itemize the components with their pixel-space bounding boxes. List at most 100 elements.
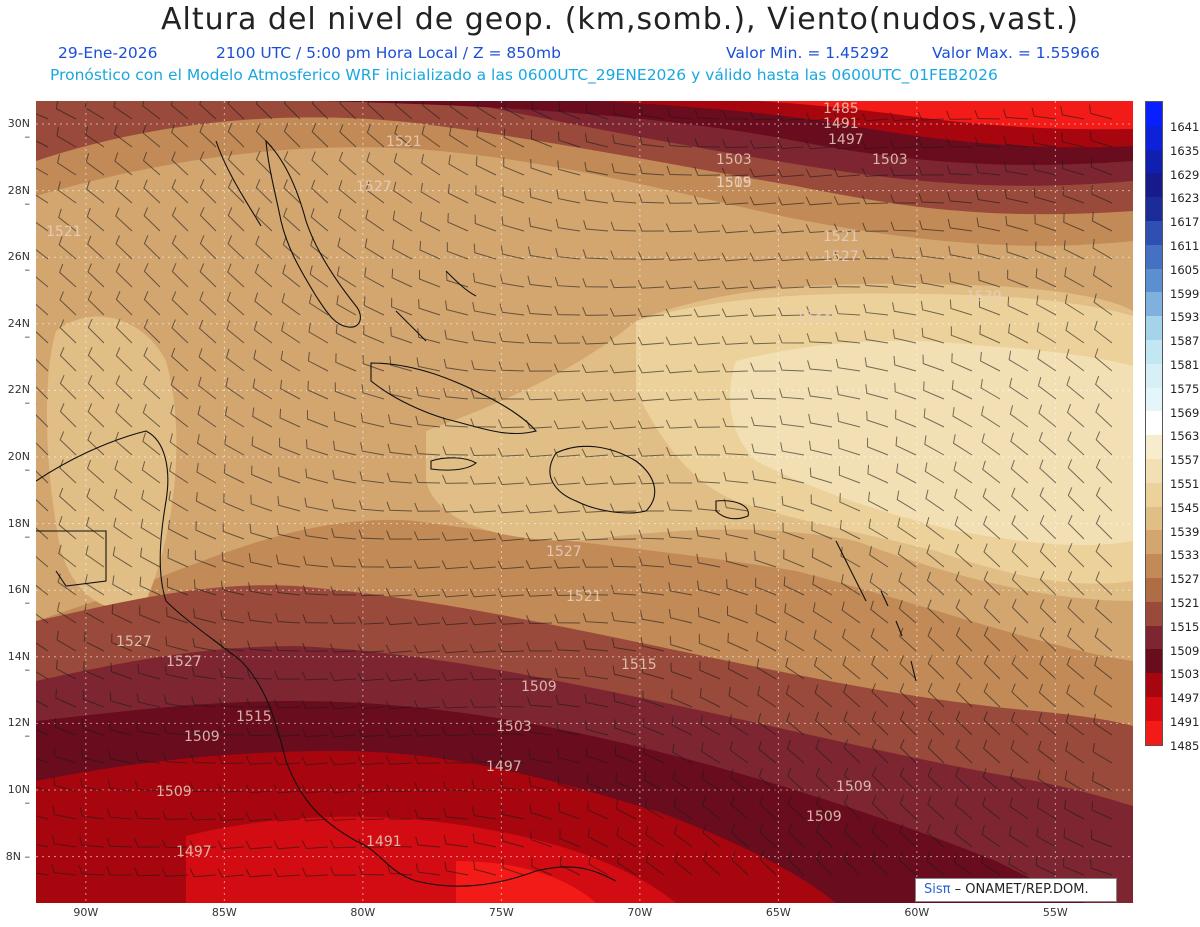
wind-barb <box>422 101 441 120</box>
wind-barb <box>171 347 189 372</box>
wind-barb <box>693 364 721 373</box>
wind-barb <box>192 637 217 652</box>
wind-barb <box>1065 741 1085 764</box>
wind-barb <box>385 700 413 710</box>
contour-label: 1527 <box>546 544 582 560</box>
wind-barb <box>722 417 749 428</box>
wind-barb <box>695 500 721 512</box>
colorbar-label: 1533 <box>1170 548 1200 563</box>
lat-tick-label: 28N – <box>7 183 30 210</box>
wind-barb <box>953 461 973 484</box>
wind-barb <box>444 329 469 344</box>
colorbar-cell <box>1146 363 1162 388</box>
wind-barb <box>694 109 721 120</box>
wind-barb <box>170 376 189 400</box>
wind-barb <box>140 547 161 568</box>
wind-barb <box>555 695 581 708</box>
contour-label: 1497 <box>176 844 212 860</box>
colorbar-cell <box>1146 125 1162 150</box>
wind-barb <box>59 374 77 400</box>
wind-barb <box>666 474 693 484</box>
wind-barb <box>421 125 441 148</box>
wind-barb <box>815 739 833 764</box>
wind-barb <box>1033 187 1057 204</box>
wind-barb <box>1004 162 1029 176</box>
wind-barb <box>981 406 1001 428</box>
subtitle-min: Valor Min. = 1.45292 <box>726 44 890 62</box>
wind-barb <box>835 358 861 372</box>
wind-barb <box>255 101 273 120</box>
wind-barb <box>443 358 469 372</box>
wind-barb <box>165 636 189 652</box>
wind-barb <box>281 321 301 344</box>
wind-barb <box>977 244 1001 260</box>
wind-barb <box>36 459 49 484</box>
wind-barb <box>810 494 833 512</box>
wind-barb <box>81 748 105 764</box>
wind-barb <box>302 584 329 596</box>
wind-barb <box>81 719 105 736</box>
wind-barb <box>983 543 1001 568</box>
wind-barb <box>335 353 357 372</box>
wind-barb <box>139 605 161 624</box>
wind-barb <box>1067 599 1085 624</box>
wind-barb <box>54 747 77 764</box>
wind-barb <box>162 752 189 764</box>
wind-barb <box>275 554 301 568</box>
wind-barb <box>731 823 749 848</box>
wind-barb <box>226 291 245 316</box>
onamet-logo-text: – ONAMET/REP.DOM. <box>954 882 1089 897</box>
wind-barb <box>1094 656 1113 680</box>
wind-barb <box>390 326 413 344</box>
wind-barb <box>922 354 945 372</box>
wind-barb <box>469 671 497 681</box>
wind-barb <box>1067 627 1085 652</box>
wind-barb <box>870 600 889 624</box>
wind-barb <box>1039 627 1057 652</box>
wind-barb <box>581 503 609 513</box>
subtitle-max: Valor Max. = 1.55966 <box>932 44 1100 62</box>
wind-barb <box>526 304 553 316</box>
wind-barb <box>780 469 805 484</box>
wind-barb <box>782 522 805 540</box>
contour-label: 1521 <box>46 224 82 240</box>
wind-barb <box>329 700 357 710</box>
wind-barb <box>979 351 1001 372</box>
wind-barb <box>955 571 973 596</box>
wind-barb <box>752 497 777 512</box>
wind-barb <box>697 580 721 596</box>
wind-barb <box>927 739 945 764</box>
wind-barb <box>385 644 413 654</box>
wind-barb <box>951 380 973 400</box>
wind-barb <box>728 686 749 708</box>
wind-barb <box>36 113 49 120</box>
wind-barb <box>777 140 805 150</box>
wind-barb <box>1003 135 1029 148</box>
wind-barb <box>637 392 665 402</box>
wind-barb <box>638 475 665 485</box>
wind-barb <box>337 208 357 232</box>
wind-barb <box>693 308 721 318</box>
wind-barb <box>861 195 889 205</box>
wind-barb <box>503 128 525 148</box>
wind-barb <box>669 635 693 652</box>
wind-barb <box>447 184 469 204</box>
wind-barb <box>1039 599 1057 624</box>
wind-barb <box>308 294 329 316</box>
wind-barb <box>926 544 945 568</box>
wind-barb <box>199 206 217 232</box>
lon-tick-label: 65W <box>765 906 791 919</box>
wind-barb <box>949 299 973 316</box>
wind-barb <box>894 382 917 400</box>
wind-barb <box>553 391 581 401</box>
wind-barb <box>927 795 945 820</box>
wind-barb <box>753 524 777 540</box>
wind-barb <box>612 134 637 148</box>
wind-barb <box>198 319 217 344</box>
lon-tick-label: 55W <box>1042 906 1068 919</box>
wind-barb <box>385 728 413 738</box>
wind-barb <box>525 532 553 542</box>
wind-barb <box>245 840 273 850</box>
wind-barb <box>811 548 833 568</box>
wind-barb <box>392 210 413 232</box>
